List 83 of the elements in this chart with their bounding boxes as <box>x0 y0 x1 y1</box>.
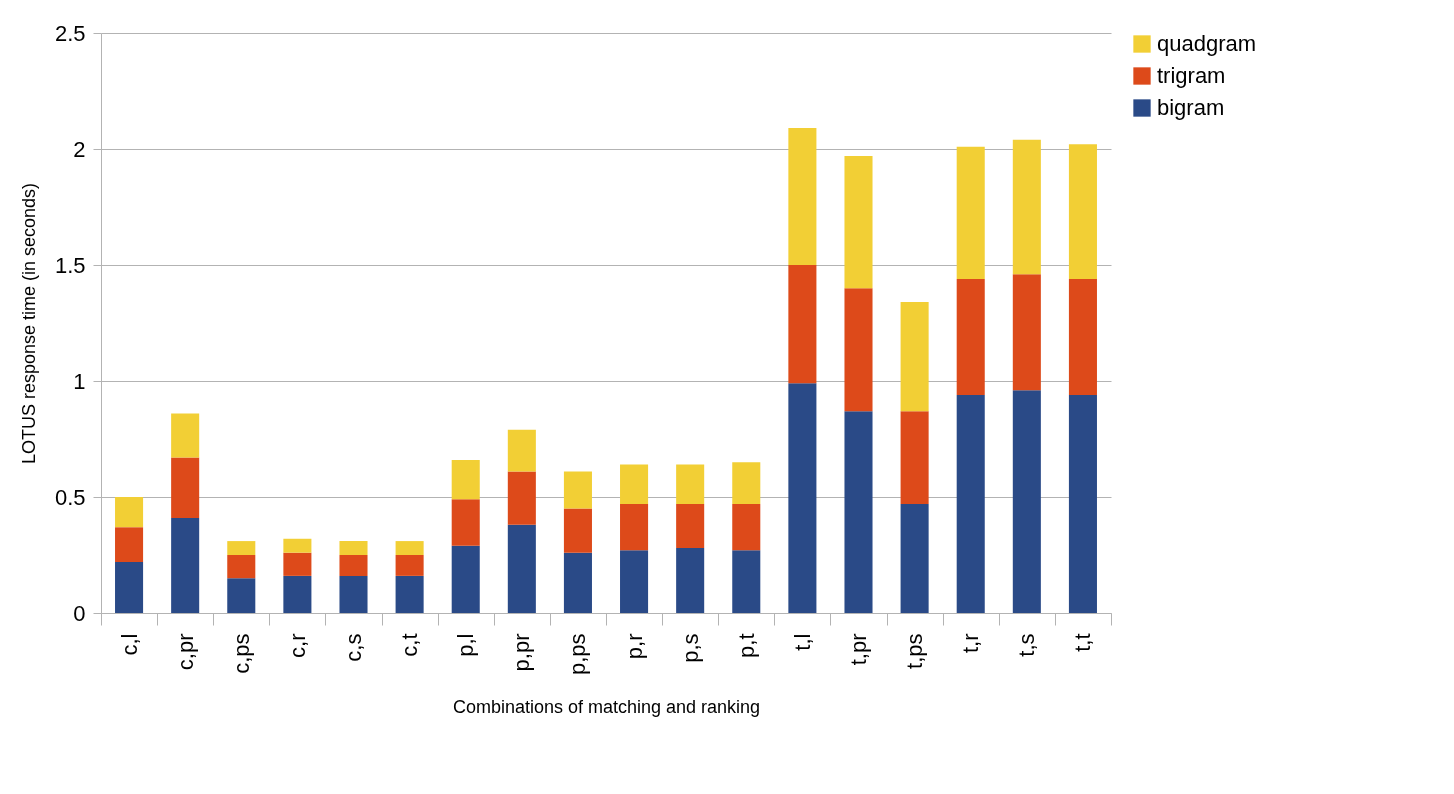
bar <box>563 552 592 613</box>
bar <box>844 411 873 613</box>
bar <box>676 503 705 549</box>
legend-label: quadgram <box>1157 31 1257 56</box>
bar <box>1068 144 1097 279</box>
bar <box>563 471 592 509</box>
x-tick-label: c,r <box>284 633 310 658</box>
y-tick-label: 2 <box>73 136 86 162</box>
bar <box>1012 390 1041 613</box>
y-tick-label: 2.5 <box>54 20 86 46</box>
x-tick-label: p,pr <box>509 633 535 672</box>
bar <box>171 457 200 518</box>
bar <box>171 413 200 458</box>
x-tick-label: t,l <box>789 633 815 651</box>
bar <box>227 578 256 613</box>
bar <box>956 394 985 613</box>
x-tick-label: p,ps <box>565 633 591 676</box>
bar <box>563 508 592 553</box>
bar <box>620 503 649 551</box>
y-tick-label: 1 <box>73 368 86 394</box>
bar <box>283 552 312 576</box>
bar <box>788 265 817 384</box>
x-tick-label: c,l <box>116 633 142 656</box>
bar <box>1012 274 1041 391</box>
bar <box>227 541 256 555</box>
bar <box>732 550 761 613</box>
bar <box>115 527 144 562</box>
bar <box>900 411 929 504</box>
y-tick-label: 0 <box>73 600 86 626</box>
legend-label: trigram <box>1157 63 1226 88</box>
bar <box>844 155 873 289</box>
bar <box>339 555 368 576</box>
bar <box>507 471 536 525</box>
bar <box>1068 278 1097 395</box>
y-tick-label: 1.5 <box>54 252 86 278</box>
x-tick-label: c,t <box>397 633 423 657</box>
bar <box>956 278 985 395</box>
bar <box>451 499 480 546</box>
bar <box>507 429 536 472</box>
bar <box>115 497 144 528</box>
bar <box>844 288 873 412</box>
bar <box>171 517 200 613</box>
bar <box>395 541 424 555</box>
bar <box>620 464 649 504</box>
bar <box>956 146 985 279</box>
x-tick-label: p,s <box>677 633 703 663</box>
bar <box>620 550 649 613</box>
legend-label: bigram <box>1157 95 1225 120</box>
x-tick-label: t,pr <box>846 633 871 666</box>
x-tick-label: t,s <box>1014 633 1040 657</box>
x-tick-label: p,r <box>621 633 647 660</box>
x-tick-label: t,r <box>958 633 984 654</box>
x-tick-label: c,ps <box>228 633 254 674</box>
bar <box>732 462 761 504</box>
bar <box>451 459 480 500</box>
bar <box>507 524 536 613</box>
bar <box>1012 139 1041 275</box>
bar <box>283 575 312 613</box>
bar <box>676 464 705 504</box>
bar <box>732 503 761 551</box>
y-axis-title: LOTUS response time (in seconds) <box>18 182 39 465</box>
bar <box>227 555 256 579</box>
x-axis-title: Combinations of matching and ranking <box>452 697 761 718</box>
bar <box>676 548 705 613</box>
x-tick-label: t,ps <box>902 633 928 669</box>
bar <box>395 575 424 613</box>
bar <box>900 302 929 412</box>
x-tick-label: c,s <box>341 633 366 662</box>
bar <box>788 383 817 613</box>
bar <box>283 538 312 553</box>
bar <box>339 575 368 613</box>
bar <box>395 555 424 576</box>
x-tick-label: c,pr <box>172 633 198 671</box>
bar <box>115 561 144 613</box>
bar <box>451 545 480 613</box>
x-tick-label: t,t <box>1070 633 1096 652</box>
bar <box>900 503 929 613</box>
x-tick-label: p,l <box>453 633 479 657</box>
bar <box>339 541 368 555</box>
bar <box>788 128 817 265</box>
y-tick-label: 0.5 <box>54 484 86 510</box>
bar <box>1068 394 1097 613</box>
x-tick-label: p,t <box>733 633 759 658</box>
